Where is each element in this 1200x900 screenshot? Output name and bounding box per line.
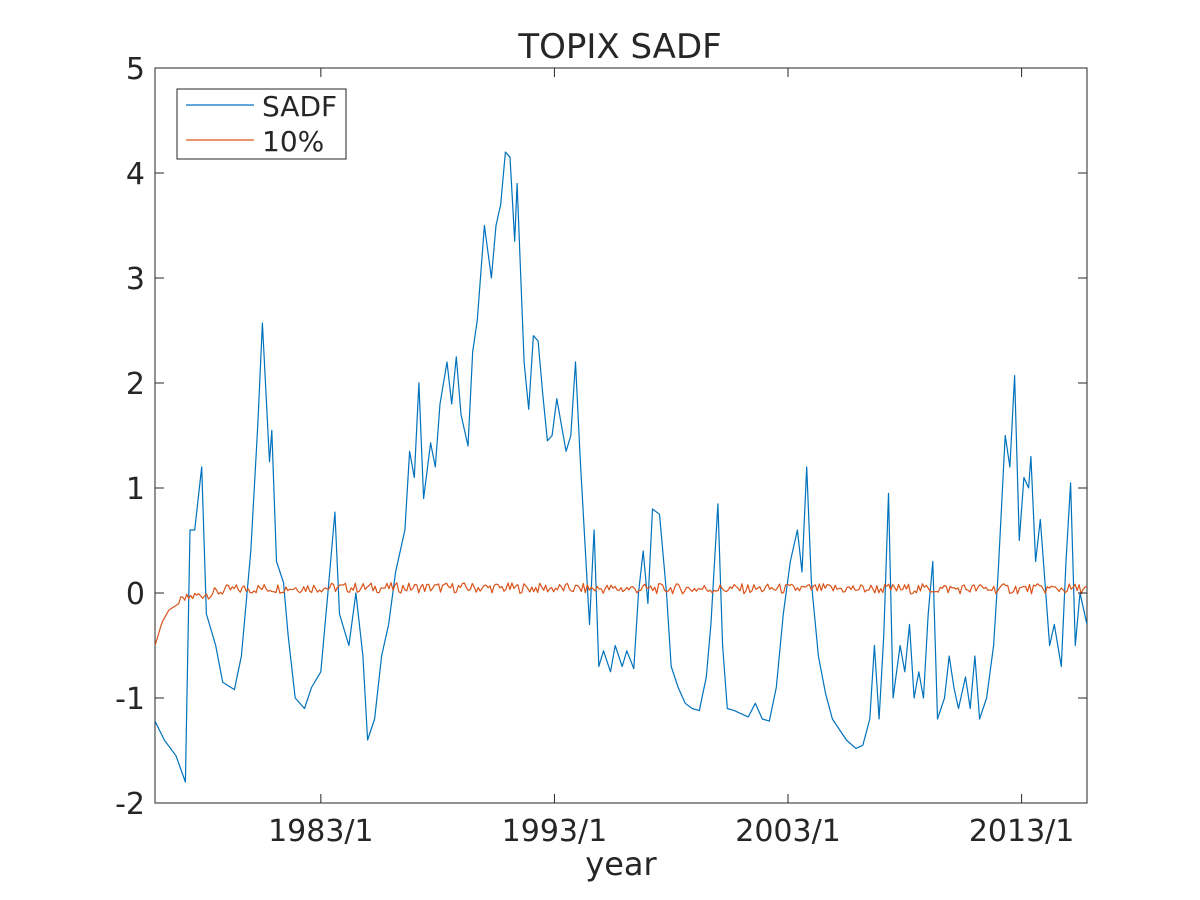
x-axis-label: year [585, 845, 657, 883]
y-tick-label: 4 [126, 157, 145, 192]
series-line-10pct [155, 581, 1087, 646]
x-tick-label: 2013/1 [969, 814, 1075, 849]
x-tick-label: 1983/1 [268, 814, 374, 849]
y-axis: -2 -1 0 1 2 3 4 5 [115, 52, 1087, 822]
legend-label-sadf: SADF [262, 90, 337, 123]
chart-title: TOPIX SADF [517, 27, 721, 67]
x-axis: 1983/1 1993/1 2003/1 2013/1 [268, 68, 1074, 849]
y-tick-label: -2 [115, 787, 145, 822]
y-tick-label: 5 [126, 52, 145, 87]
plot-area: -2 -1 0 1 2 3 4 5 1983/1 1993/1 2003/1 2013/1 [115, 52, 1088, 849]
legend-label-10pct: 10% [262, 125, 324, 158]
y-tick-label: -1 [115, 682, 145, 717]
series-line-sadf [155, 151, 1087, 783]
legend-box [176, 88, 347, 160]
y-tick-label: 0 [126, 577, 145, 612]
y-tick-label: 1 [126, 472, 145, 507]
y-tick-label: 2 [126, 367, 145, 402]
legend[interactable]: SADF 10% [176, 88, 347, 160]
x-tick-label: 1993/1 [502, 814, 608, 849]
y-tick-label: 3 [126, 262, 145, 297]
series-layer [155, 151, 1087, 783]
x-tick-label: 2003/1 [735, 814, 841, 849]
axes-box [154, 67, 1088, 804]
